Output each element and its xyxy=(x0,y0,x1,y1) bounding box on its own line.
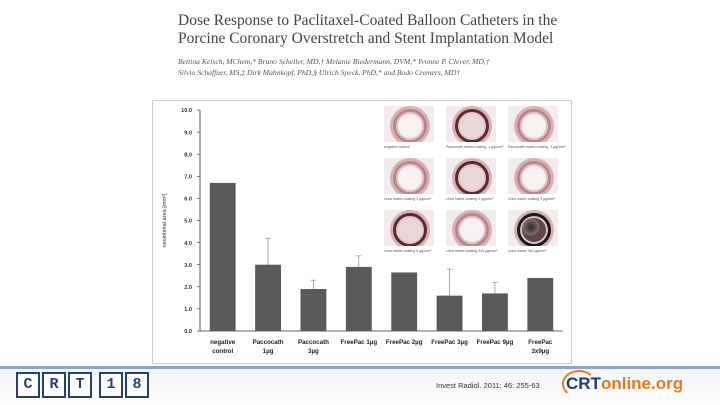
micrograph-label: Urea matrix coating 3x9 µg/mm² xyxy=(446,249,498,253)
micrograph-label: negative control xyxy=(384,145,410,149)
micrograph-label: Urea matrix 3x9 µg/mm² xyxy=(508,249,547,253)
micrograph-label: Urea matrix coating 1 µg/mm² xyxy=(384,197,432,201)
micrograph-image xyxy=(446,210,496,246)
x-tick-label: 1µg xyxy=(263,348,274,355)
micrograph-label: Paccocath matrix coating, 1 µg/mm² xyxy=(446,145,504,149)
y-tick-label: 5.0 xyxy=(184,219,192,225)
crtonline-logo-rest: online.org xyxy=(600,374,684,393)
x-tick-label: FreePac 1µg xyxy=(341,339,378,346)
y-tick-label: 10.0 xyxy=(181,108,192,114)
bar xyxy=(436,295,463,331)
micrograph-image xyxy=(508,106,558,142)
bar xyxy=(391,272,418,331)
vessel-cross-section-icon xyxy=(455,109,489,142)
micrograph-label: Urea matrix coating 3 µg/mm² xyxy=(508,197,556,201)
y-tick-label: 2.0 xyxy=(184,285,192,291)
y-tick-label: 1.0 xyxy=(184,307,192,313)
micrograph-image xyxy=(508,210,558,246)
y-tick-label: 7.0 xyxy=(184,175,192,181)
vessel-cross-section-icon xyxy=(455,161,489,194)
x-tick-label: FreePac 9µg xyxy=(477,339,514,346)
x-tick-label: FreePac 3µg xyxy=(431,339,468,346)
vessel-cross-section-icon xyxy=(393,109,427,142)
x-tick-label: 3µg xyxy=(308,348,319,355)
y-tick-label: 4.0 xyxy=(184,241,192,247)
y-tick-label: 8.0 xyxy=(184,152,192,158)
title-line-2: Porcine Coronary Overstretch and Stent I… xyxy=(178,30,554,47)
x-tick-label: FreePac 2µg xyxy=(386,339,423,346)
y-tick-label: 6.0 xyxy=(184,197,192,203)
micrograph-image xyxy=(384,106,434,142)
y-tick-label: 9.0 xyxy=(184,130,192,136)
lesion-spot-icon xyxy=(522,218,540,236)
vessel-cross-section-icon xyxy=(393,213,427,246)
bar xyxy=(482,293,508,331)
vessel-cross-section-icon xyxy=(393,161,427,194)
citation-text: Invest Radiol. 2011; 46: 255-63 xyxy=(436,381,540,390)
micrograph-image xyxy=(446,158,496,194)
x-tick-label: Paccocath xyxy=(253,339,284,346)
author-list: Bettina Kelsch, MChem,* Bruno Scheller, … xyxy=(178,56,598,78)
logo-letter-box: T xyxy=(68,372,92,398)
bar xyxy=(255,264,281,331)
micrograph-grid: negative control Paccocath matrix coating… xyxy=(380,104,568,262)
logo-letter-box: C xyxy=(16,372,40,398)
bar xyxy=(527,277,554,331)
micrograph-label: Urea matrix coating 9 µg/mm² xyxy=(384,249,432,253)
micrograph-label: Paccocath matrix coating, 3 µg/mm² xyxy=(508,145,566,149)
vessel-cross-section-icon xyxy=(517,161,551,194)
bar xyxy=(345,266,372,331)
vessel-cross-section-icon xyxy=(455,213,489,246)
crtonline-logo: CRT online.org xyxy=(566,372,683,396)
micrograph-image xyxy=(508,158,558,194)
y-axis-label: neointimal area [mm²] xyxy=(162,193,168,248)
x-tick-label: FreePac xyxy=(528,339,553,346)
authors-line-2: Silvio Schaffner, MS,‡ Dirk Mahnkopf, Ph… xyxy=(178,68,461,77)
micrograph-label: Urea matrix coating 2 µg/mm² xyxy=(446,197,494,201)
micrograph-image xyxy=(446,106,496,142)
x-tick-label: Paccocath xyxy=(298,339,329,346)
vessel-cross-section-icon xyxy=(517,109,551,142)
micrograph-image xyxy=(384,158,434,194)
bar xyxy=(300,289,327,331)
micrograph-image xyxy=(384,210,434,246)
bar-chart: 0.0 1.0 2.0 3.0 4.0 5.0 6.0 7.0 8.0 9.0 10.0 neoint… xyxy=(162,108,563,355)
logo-letter-box: 1 xyxy=(99,372,123,398)
paper-title: Dose Response to Paclitaxel-Coated Ballo… xyxy=(178,12,598,48)
x-tick-label: 3x9µg xyxy=(531,348,549,355)
y-tick-label: 0.0 xyxy=(184,329,192,335)
x-tick-label: control xyxy=(212,348,233,355)
logo-letter-box: 8 xyxy=(125,372,149,398)
crtonline-logo-crt: CRT xyxy=(566,374,601,393)
y-tick-label: 3.0 xyxy=(184,263,192,269)
swoosh-icon xyxy=(562,370,596,398)
logo-letter-box: R xyxy=(42,372,66,398)
authors-line-1: Bettina Kelsch, MChem,* Bruno Scheller, … xyxy=(178,57,490,66)
x-tick-label: negative xyxy=(210,339,236,346)
title-line-1: Dose Response to Paclitaxel-Coated Ballo… xyxy=(178,12,558,29)
bar xyxy=(209,182,236,331)
